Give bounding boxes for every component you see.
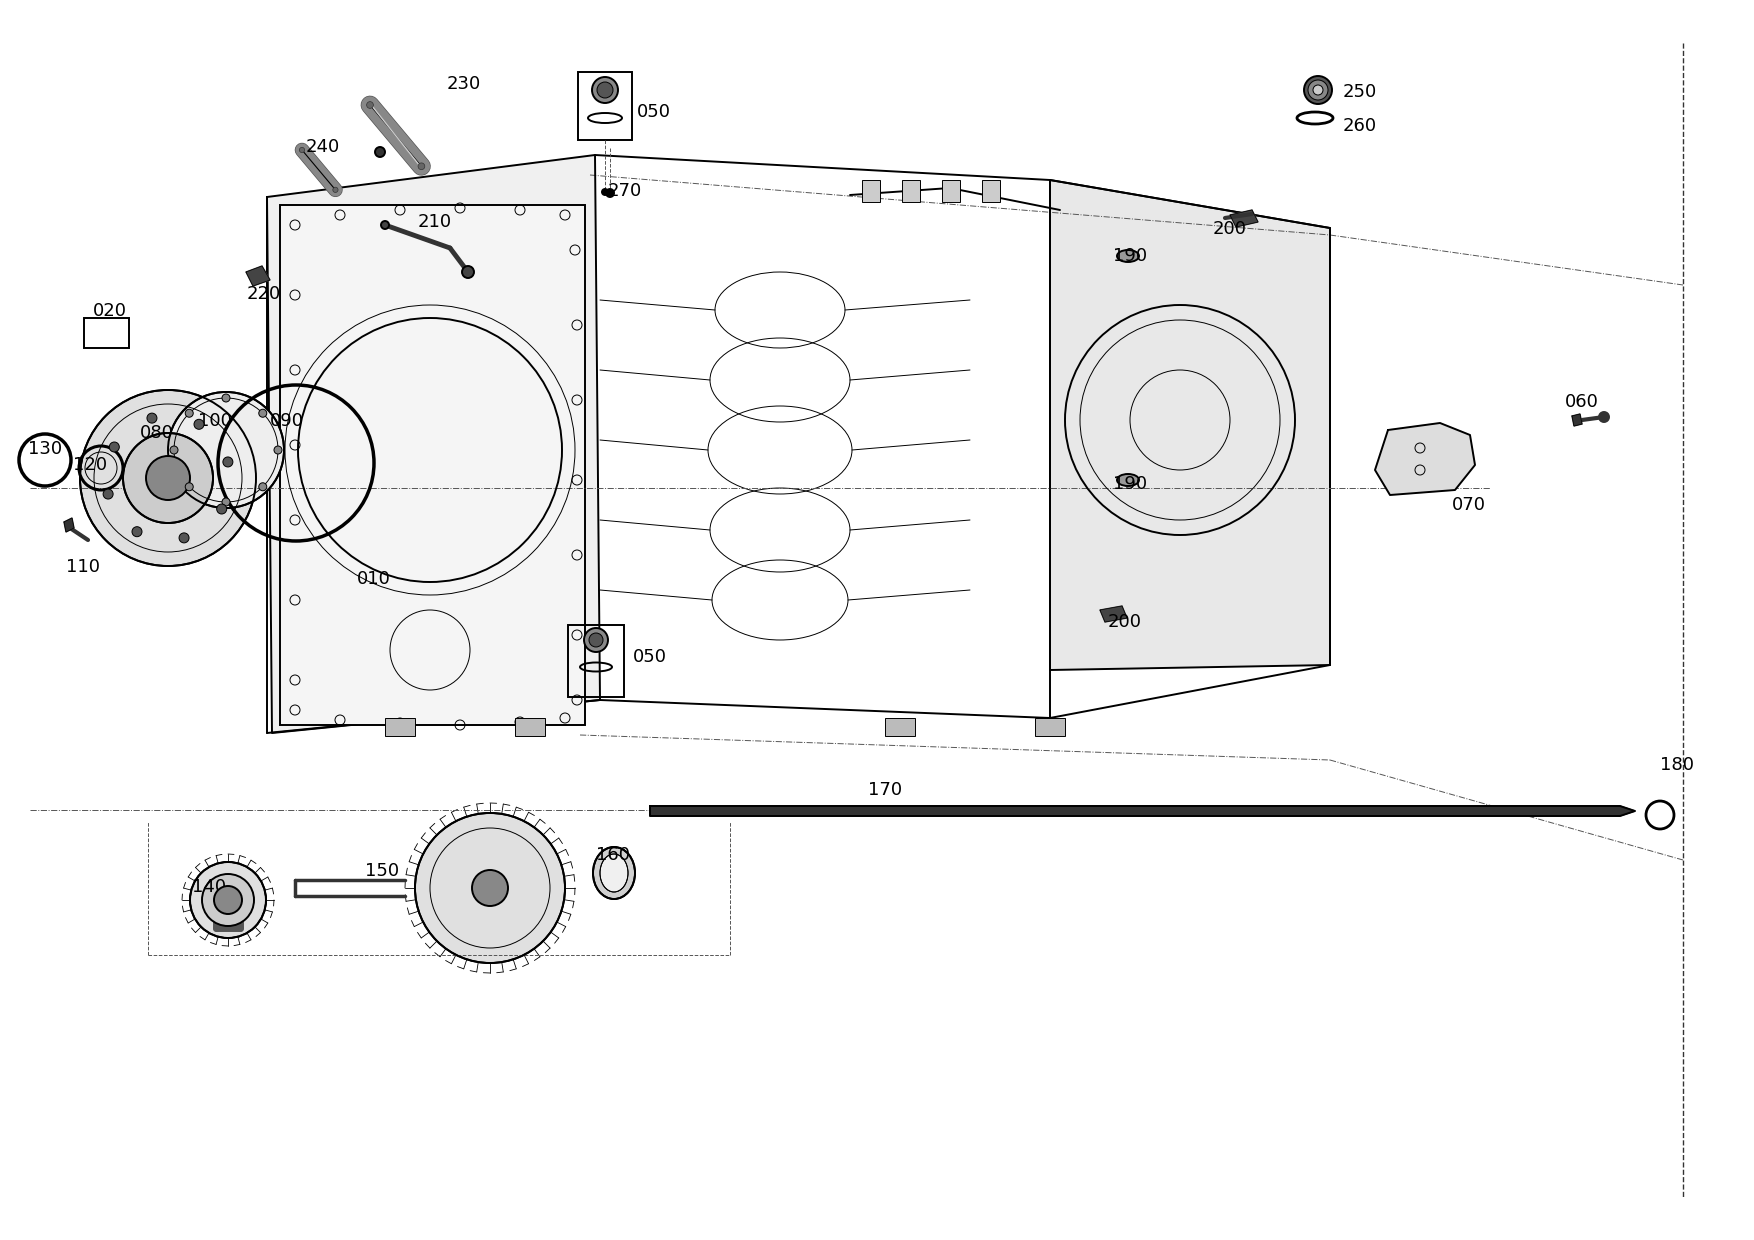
Circle shape [132, 527, 142, 537]
Text: 110: 110 [67, 558, 100, 577]
Text: 130: 130 [28, 440, 61, 458]
Text: 090: 090 [270, 412, 303, 430]
Text: 080: 080 [140, 424, 174, 441]
Circle shape [223, 458, 233, 467]
Circle shape [147, 413, 156, 423]
Bar [516, 718, 545, 737]
Bar [942, 180, 959, 202]
Ellipse shape [1117, 474, 1138, 486]
Circle shape [81, 391, 256, 565]
Ellipse shape [1117, 250, 1138, 262]
Polygon shape [1230, 210, 1258, 227]
Circle shape [461, 267, 474, 278]
Circle shape [596, 82, 612, 98]
Polygon shape [1572, 414, 1582, 427]
Text: 050: 050 [637, 103, 672, 122]
Circle shape [109, 441, 119, 453]
Circle shape [186, 482, 193, 491]
Bar [982, 180, 1000, 202]
Circle shape [223, 498, 230, 506]
Circle shape [260, 482, 267, 491]
Bar [579, 72, 631, 140]
Text: 160: 160 [596, 846, 630, 864]
Polygon shape [1375, 423, 1475, 495]
Circle shape [195, 419, 203, 429]
Text: 270: 270 [609, 182, 642, 200]
Circle shape [375, 148, 384, 157]
Circle shape [584, 627, 609, 652]
Polygon shape [651, 806, 1635, 816]
Circle shape [179, 533, 189, 543]
Text: 170: 170 [868, 781, 902, 799]
Circle shape [146, 456, 189, 500]
Text: 190: 190 [1114, 247, 1147, 265]
Circle shape [223, 394, 230, 402]
Circle shape [260, 409, 267, 417]
Circle shape [214, 887, 242, 914]
Bar [384, 718, 416, 737]
Circle shape [593, 77, 617, 103]
Circle shape [1600, 412, 1608, 422]
Circle shape [217, 503, 226, 515]
Polygon shape [267, 155, 600, 733]
Bar [886, 718, 916, 737]
Text: 140: 140 [191, 878, 226, 897]
Circle shape [1303, 76, 1331, 104]
Polygon shape [246, 267, 270, 286]
Polygon shape [1100, 606, 1128, 622]
Circle shape [367, 102, 374, 108]
Circle shape [472, 870, 509, 906]
Circle shape [170, 446, 177, 454]
Text: 190: 190 [1114, 475, 1147, 494]
Text: 010: 010 [358, 570, 391, 588]
Circle shape [605, 188, 614, 197]
Circle shape [333, 187, 339, 192]
Circle shape [602, 188, 609, 195]
Circle shape [202, 874, 254, 926]
Text: 100: 100 [198, 412, 232, 430]
Bar [84, 317, 130, 348]
Text: 020: 020 [93, 303, 126, 320]
Text: 210: 210 [417, 213, 453, 231]
Text: 240: 240 [305, 138, 340, 156]
Circle shape [589, 632, 603, 647]
Text: 200: 200 [1214, 219, 1247, 238]
Bar [281, 205, 586, 725]
Text: 250: 250 [1344, 83, 1377, 100]
Ellipse shape [593, 847, 635, 899]
Text: 220: 220 [247, 285, 281, 303]
Circle shape [417, 162, 424, 170]
Polygon shape [63, 518, 74, 532]
Circle shape [300, 148, 305, 153]
Ellipse shape [600, 854, 628, 892]
Circle shape [416, 813, 565, 963]
Circle shape [1308, 81, 1328, 100]
Circle shape [103, 489, 112, 498]
Circle shape [123, 433, 212, 523]
Circle shape [189, 862, 267, 937]
Circle shape [168, 392, 284, 508]
Text: 070: 070 [1452, 496, 1486, 515]
Text: 230: 230 [447, 74, 481, 93]
Bar [861, 180, 881, 202]
Text: 180: 180 [1659, 756, 1694, 774]
Polygon shape [1051, 180, 1330, 670]
Circle shape [1314, 86, 1323, 95]
Text: 150: 150 [365, 862, 400, 880]
Text: 060: 060 [1565, 393, 1600, 410]
Text: 120: 120 [74, 456, 107, 474]
Text: 050: 050 [633, 649, 667, 666]
Circle shape [274, 446, 282, 454]
Text: 200: 200 [1109, 613, 1142, 631]
Bar [902, 180, 921, 202]
Bar [568, 625, 624, 697]
Bar [1035, 718, 1065, 737]
Circle shape [186, 409, 193, 417]
Circle shape [381, 221, 389, 229]
Text: 260: 260 [1344, 117, 1377, 135]
